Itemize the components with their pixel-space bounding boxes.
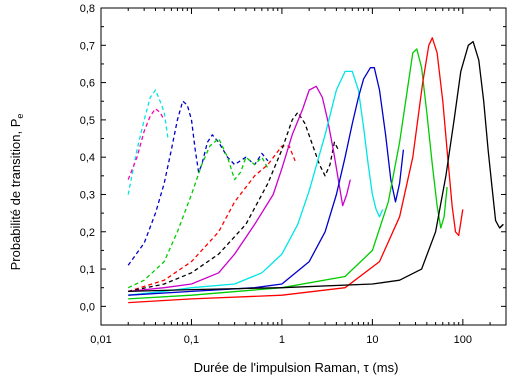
- series-line-solid-11: [128, 40, 504, 293]
- x-tick-label: 0,01: [90, 334, 111, 346]
- series-line-solid-9: [128, 48, 448, 300]
- y-tick-label: 0,8: [80, 3, 95, 15]
- series-line-dashed-0: [127, 89, 169, 195]
- series-line-dashed-4: [128, 145, 296, 293]
- plot-border: [100, 7, 507, 326]
- x-axis-title: Durée de l'impulsion Raman, τ (ms): [194, 360, 399, 375]
- y-tick-label: 0,7: [80, 40, 95, 52]
- y-tick-label: 0,3: [80, 189, 95, 201]
- axes-layer: 0,0 0,1 0,2 0,3 0,4 0,5 0,6 0,7 0,8 0,01 0,1 1 10 100: [80, 3, 507, 346]
- y-axis-title-subscript: e: [15, 114, 25, 119]
- y-tick-label: 0,2: [80, 227, 95, 239]
- series-line-solid-7: [128, 70, 384, 296]
- y-axis-title-main: Probabilité de transition, P: [8, 119, 23, 271]
- x-tick-label: 10: [366, 334, 378, 346]
- series-line-solid-10: [128, 37, 464, 304]
- plot-frame: [100, 7, 507, 326]
- series-line-dashed-1: [127, 108, 165, 180]
- series-layer: [127, 37, 504, 304]
- y-tick-label: 0,4: [80, 152, 95, 164]
- series-line-dashed-2: [127, 100, 269, 266]
- y-tick-label: 0,5: [80, 115, 95, 127]
- x-tick-label: 100: [454, 334, 472, 346]
- series-line-dashed-3: [127, 137, 269, 289]
- series-line-dashed-5: [128, 111, 339, 293]
- x-tick-label: 0,1: [184, 334, 199, 346]
- x-tick-label: 1: [279, 334, 285, 346]
- series-line-solid-8: [128, 67, 405, 296]
- y-tick-label: 0,0: [80, 301, 95, 313]
- y-axis-title: Probabilité de transition, Pe: [8, 114, 25, 271]
- series-line-solid-6: [128, 85, 351, 293]
- series-line-solid-12: [499, 223, 504, 229]
- y-tick-label: 0,6: [80, 78, 95, 90]
- y-tick-label: 0,1: [80, 264, 95, 276]
